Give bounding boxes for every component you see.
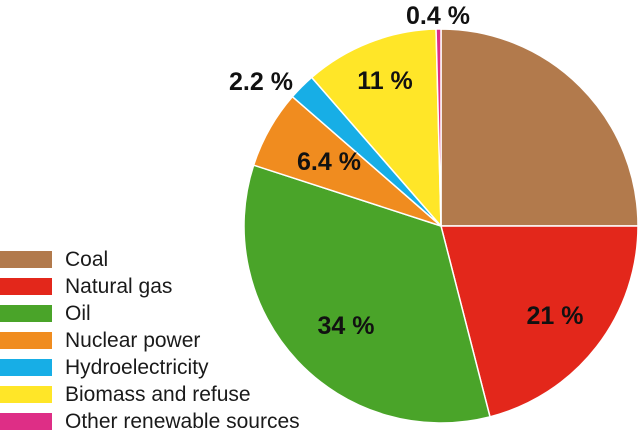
legend-item-nuclear-power: Nuclear power — [0, 327, 300, 354]
legend-label-oil: Oil — [65, 301, 91, 325]
legend-item-coal: Coal — [0, 246, 300, 273]
legend-swatch-coal — [0, 251, 52, 268]
pie-slice-coal — [440, 28, 639, 227]
value-label-oil: 34 % — [318, 312, 375, 340]
legend-swatch-natural-gas — [0, 278, 52, 295]
legend: Coal Natural gas Oil Nuclear power Hydro… — [0, 246, 300, 435]
legend-label-biomass-and-refuse: Biomass and refuse — [65, 382, 251, 406]
value-label-nuclear-power: 6.4 % — [297, 148, 361, 176]
legend-item-natural-gas: Natural gas — [0, 273, 300, 300]
legend-label-hydroelectricity: Hydroelectricity — [65, 355, 209, 379]
legend-swatch-biomass-and-refuse — [0, 386, 52, 403]
legend-label-nuclear-power: Nuclear power — [65, 328, 201, 352]
value-label-hydroelectricity: 2.2 % — [229, 68, 293, 96]
pie-slice-biomass-and-refuse — [310, 28, 442, 227]
legend-swatch-hydroelectricity — [0, 359, 52, 376]
legend-label-other-renewable-sources: Other renewable sources — [65, 409, 300, 433]
value-label-natural-gas: 21 % — [527, 302, 584, 330]
pie-slice-oil — [243, 164, 491, 424]
legend-swatch-other-renewable-sources — [0, 413, 52, 430]
value-label-other-renewable-sources: 0.4 % — [406, 2, 470, 30]
pie-value-labels: 21 % 34 % 6.4 % 2.2 % 11 % 0.4 % — [229, 2, 583, 340]
legend-label-coal: Coal — [65, 247, 109, 271]
legend-item-other-renewable-sources: Other renewable sources — [0, 408, 300, 435]
legend-swatch-oil — [0, 305, 52, 322]
legend-item-hydroelectricity: Hydroelectricity — [0, 354, 300, 381]
legend-item-oil: Oil — [0, 300, 300, 327]
pie-slices — [243, 28, 639, 424]
legend-label-natural-gas: Natural gas — [65, 274, 173, 298]
legend-item-biomass-and-refuse: Biomass and refuse — [0, 381, 300, 408]
pie-slice-natural-gas — [440, 225, 639, 418]
pie-slice-other-renewable-sources — [435, 28, 442, 227]
legend-swatch-nuclear-power — [0, 332, 52, 349]
value-label-biomass-and-refuse: 11 % — [357, 67, 413, 95]
